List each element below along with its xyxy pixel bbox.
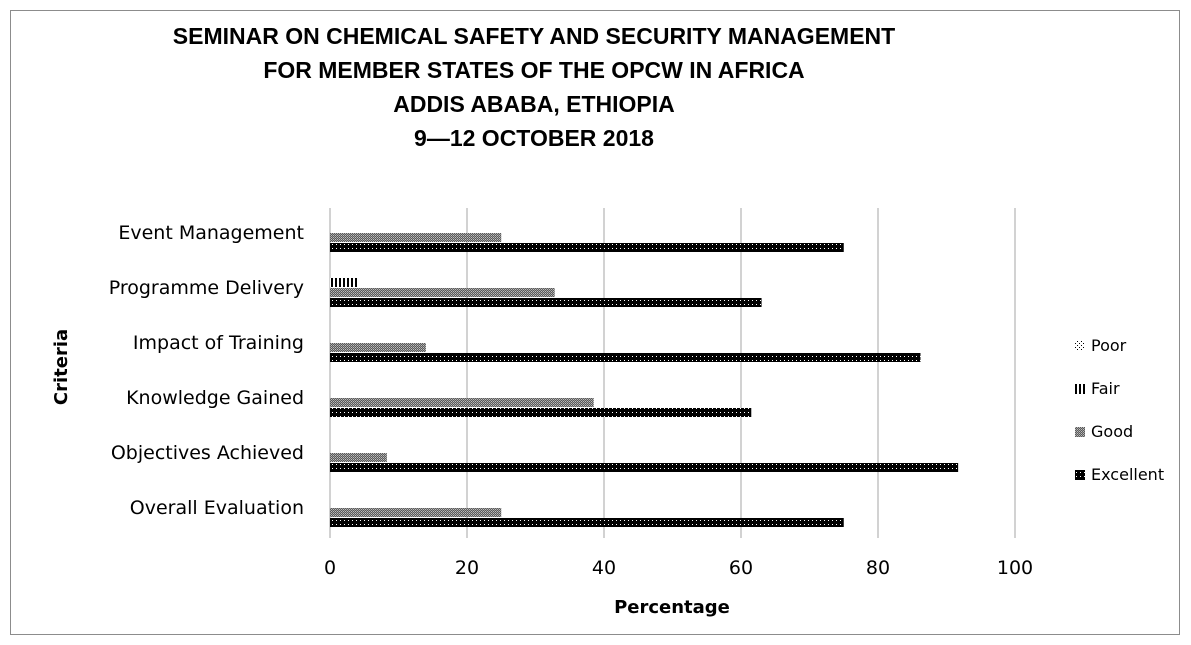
legend-swatch [1075,384,1085,394]
x-tick-label: 60 [729,557,753,579]
category-labels: Event Management Programme Delivery Impact… [109,222,304,519]
category-label: Knowledge Gained [126,387,304,409]
legend-label: Fair [1091,379,1120,398]
x-tick-labels: 0 20 40 60 80 100 [324,557,1033,579]
x-tick-label: 100 [997,557,1033,579]
category-label: Overall Evaluation [130,497,304,519]
legend-item-fair: Fair [1075,379,1120,398]
bar-good [330,343,426,352]
chart-title-line-4: 9—12 OCTOBER 2018 [414,125,654,151]
chart-title: SEMINAR ON CHEMICAL SAFETY AND SECURITY … [173,23,895,151]
x-tick-label: 80 [866,557,890,579]
legend-swatch [1075,427,1085,437]
legend-label: Excellent [1091,465,1164,484]
legend-label: Poor [1091,336,1127,355]
bar-good [330,508,502,517]
x-tick-label: 0 [324,557,336,579]
chart-svg: SEMINAR ON CHEMICAL SAFETY AND SECURITY … [51,23,1164,618]
category-label: Impact of Training [133,332,304,354]
bar-excellent [330,298,762,307]
bars [330,233,959,527]
chart-title-line-3: ADDIS ABABA, ETHIOPIA [393,91,675,117]
y-axis-title: Criteria [51,329,72,405]
x-tick-label: 40 [592,557,616,579]
chart-title-line-1: SEMINAR ON CHEMICAL SAFETY AND SECURITY … [173,23,895,49]
bar-excellent [330,243,844,252]
bar-excellent [330,463,959,472]
gridlines [329,208,1016,538]
bar-good [330,288,555,297]
legend-item-excellent: Excellent [1075,465,1164,484]
bar-good [330,233,502,242]
bar-good [330,398,594,407]
category-label: Event Management [118,222,304,244]
legend-item-good: Good [1075,422,1133,441]
bar-excellent [330,408,752,417]
x-tick-label: 20 [455,557,479,579]
chart-frame: SEMINAR ON CHEMICAL SAFETY AND SECURITY … [10,10,1180,635]
x-axis-title: Percentage [614,597,730,618]
category-label: Objectives Achieved [111,442,304,464]
legend-label: Good [1091,422,1133,441]
bar-fair [330,278,359,287]
bar-good [330,453,387,462]
legend: Poor Fair Good Excellent [1075,336,1164,484]
bar-excellent [330,353,921,362]
legend-swatch [1075,341,1085,351]
bar-excellent [330,518,844,527]
legend-item-poor: Poor [1075,336,1127,355]
category-label: Programme Delivery [109,277,304,299]
legend-swatch [1075,470,1085,480]
chart-title-line-2: FOR MEMBER STATES OF THE OPCW IN AFRICA [263,57,804,83]
